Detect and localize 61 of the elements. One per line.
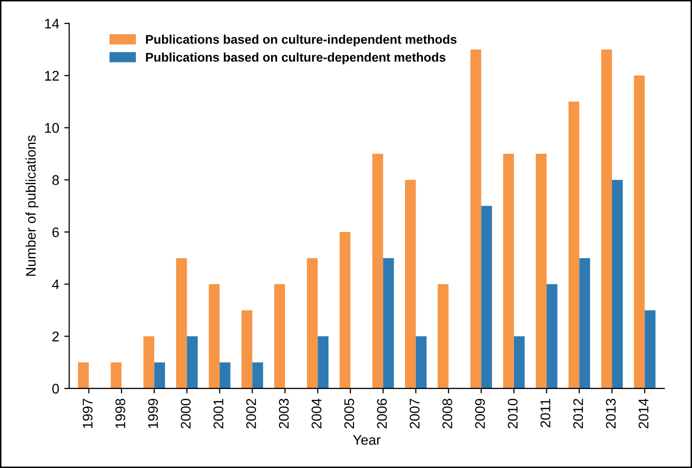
bar <box>208 284 220 388</box>
y-axis-title: Number of publications <box>26 135 38 276</box>
x-tick-label: 2001 <box>214 398 224 428</box>
x-tick-label: 2010 <box>508 398 518 428</box>
bar <box>416 336 427 388</box>
bar <box>274 284 286 388</box>
y-tick-label: 10 <box>45 123 59 133</box>
bar <box>514 336 525 388</box>
x-tick-label: 1999 <box>148 398 158 428</box>
bar <box>634 76 645 388</box>
bar <box>372 154 384 388</box>
bar <box>405 180 416 388</box>
y-tick-label: 2 <box>52 332 59 342</box>
bar <box>579 258 590 388</box>
bar <box>546 284 558 388</box>
bar <box>252 362 264 388</box>
x-tick-label: 2000 <box>180 398 191 428</box>
bar <box>644 310 656 388</box>
x-tick-label: 2004 <box>312 398 322 428</box>
bar <box>176 258 187 388</box>
x-tick-label: 2009 <box>475 398 485 428</box>
bar <box>568 102 580 388</box>
x-tick-label: 2007 <box>410 398 420 428</box>
x-tick-label: 2002 <box>246 398 256 428</box>
x-tick-label: 2003 <box>278 398 289 428</box>
bar <box>186 336 198 388</box>
bar <box>470 49 482 388</box>
bar <box>242 310 252 388</box>
y-tick-label: 8 <box>52 175 59 186</box>
y-tick-label: 6 <box>52 227 59 238</box>
bar <box>503 154 514 388</box>
bar <box>438 284 449 388</box>
bar <box>383 258 394 388</box>
bar <box>612 180 623 388</box>
y-tick-label: 4 <box>52 280 60 290</box>
x-axis-title: Year <box>353 435 381 445</box>
bar <box>220 362 230 388</box>
x-tick-label: 1997 <box>82 398 93 428</box>
legend-label: Publications based on culture-independent methods <box>146 34 457 46</box>
legend-label: Publications based on culture-dependent methods <box>146 52 446 64</box>
y-tick-label: 12 <box>45 70 59 81</box>
x-tick-label: 2006 <box>377 398 387 428</box>
bar <box>481 206 492 388</box>
x-tick-label: 1998 <box>115 398 126 428</box>
bar <box>78 362 89 388</box>
bar <box>536 154 547 388</box>
y-tick-label: 14 <box>45 18 60 28</box>
bar <box>110 362 122 388</box>
x-tick-label: 2008 <box>442 398 452 428</box>
bar <box>306 258 318 388</box>
x-tick-label: 2014 <box>638 398 648 428</box>
bar <box>143 336 154 388</box>
bar <box>318 336 328 388</box>
bar <box>340 232 350 388</box>
x-tick-label: 2013 <box>606 398 616 428</box>
x-tick-label: 2012 <box>573 398 584 428</box>
x-tick-label: 2005 <box>344 398 354 428</box>
bar <box>601 49 612 388</box>
bar <box>154 362 166 388</box>
x-tick-label: 2011 <box>540 398 550 428</box>
y-tick-label: 0 <box>52 384 59 394</box>
